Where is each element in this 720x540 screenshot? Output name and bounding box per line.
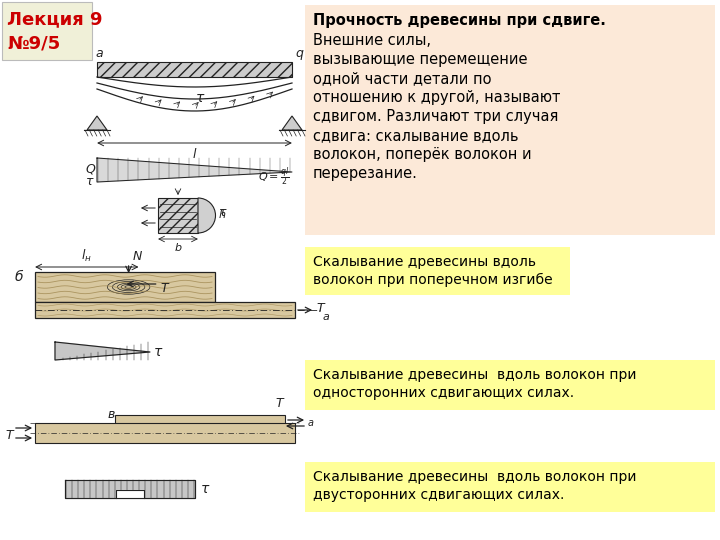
Text: волокон при поперечном изгибе: волокон при поперечном изгибе [313, 273, 553, 287]
Text: перерезание.: перерезание. [313, 166, 418, 181]
Text: N: N [132, 250, 142, 263]
Text: h: h [218, 211, 225, 220]
Text: T: T [275, 397, 283, 410]
Text: одной части детали по: одной части детали по [313, 71, 492, 86]
Text: T: T [5, 429, 13, 442]
Text: $\tau$: $\tau$ [85, 175, 94, 188]
Text: $\tau$: $\tau$ [195, 91, 205, 105]
FancyBboxPatch shape [305, 247, 570, 295]
Text: Скалывание древесины  вдоль волокон при: Скалывание древесины вдоль волокон при [313, 470, 636, 484]
Text: в: в [108, 408, 115, 421]
Bar [97, 62, 292, 77]
Bar [158, 198, 198, 233]
Text: Скалывание древесины вдоль: Скалывание древесины вдоль [313, 255, 536, 269]
Text: l: l [192, 148, 196, 161]
FancyBboxPatch shape [305, 462, 715, 512]
Text: сдвига: скалывание вдоль: сдвига: скалывание вдоль [313, 128, 518, 143]
FancyBboxPatch shape [305, 360, 715, 410]
FancyBboxPatch shape [2, 2, 92, 60]
Polygon shape [55, 342, 150, 360]
Text: b: b [174, 243, 181, 253]
Bar [35, 302, 295, 318]
Bar [35, 272, 215, 302]
Text: Прочность древесины при сдвиге.: Прочность древесины при сдвиге. [313, 13, 606, 28]
Text: T: T [316, 302, 323, 315]
Text: $\tau$: $\tau$ [153, 345, 163, 359]
Text: $l_{н}$: $l_{н}$ [81, 248, 92, 264]
Text: сдвигом. Различают три случая: сдвигом. Различают три случая [313, 109, 559, 124]
Text: волокон, поперёк волокон и: волокон, поперёк волокон и [313, 147, 531, 162]
Wedge shape [198, 198, 215, 233]
Text: T: T [161, 282, 168, 295]
Text: Внешние силы,: Внешние силы, [313, 33, 431, 48]
Text: a: a [308, 418, 314, 428]
Polygon shape [97, 158, 292, 182]
Text: Лекция 9: Лекция 9 [7, 10, 102, 28]
Text: $Q = \frac{ql}{2}$: $Q = \frac{ql}{2}$ [258, 165, 289, 188]
Polygon shape [87, 116, 107, 130]
Text: a: a [95, 47, 103, 60]
Text: односторонних сдвигающих силах.: односторонних сдвигающих силах. [313, 386, 574, 400]
Text: б: б [15, 270, 24, 284]
Text: вызывающие перемещение: вызывающие перемещение [313, 52, 528, 67]
Bar [35, 423, 295, 443]
Text: q: q [295, 47, 303, 60]
Text: отношению к другой, называют: отношению к другой, называют [313, 90, 560, 105]
Text: $\tau$: $\tau$ [218, 206, 228, 219]
Text: a: a [323, 312, 330, 322]
FancyBboxPatch shape [305, 5, 715, 235]
Text: $\tau$: $\tau$ [200, 482, 210, 496]
Text: Q: Q [85, 162, 95, 175]
Polygon shape [282, 116, 302, 130]
Text: Скалывание древесины  вдоль волокон при: Скалывание древесины вдоль волокон при [313, 368, 636, 382]
Polygon shape [65, 480, 195, 498]
Polygon shape [116, 490, 144, 498]
Text: №9/5: №9/5 [7, 34, 60, 52]
Text: двусторонних сдвигающих силах.: двусторонних сдвигающих силах. [313, 488, 564, 502]
Bar [115, 415, 285, 431]
